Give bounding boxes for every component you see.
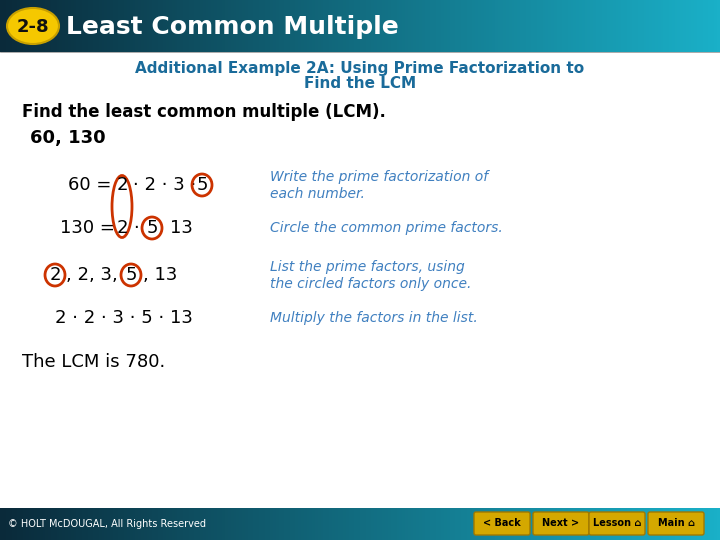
Text: 2: 2 [116, 176, 127, 194]
Text: 5: 5 [125, 266, 137, 284]
Text: Main ⌂: Main ⌂ [657, 518, 695, 529]
Text: · 2 · 3 ·: · 2 · 3 · [133, 176, 197, 194]
Text: Write the prime factorization of: Write the prime factorization of [270, 170, 488, 184]
Text: Multiply the factors in the list.: Multiply the factors in the list. [270, 311, 478, 325]
Text: Circle the common prime factors.: Circle the common prime factors. [270, 221, 503, 235]
Text: 5: 5 [146, 219, 158, 237]
Text: 130 =: 130 = [60, 219, 115, 237]
Text: 2 · 2 · 3 · 5 · 13: 2 · 2 · 3 · 5 · 13 [55, 309, 193, 327]
FancyBboxPatch shape [533, 512, 589, 535]
Text: < Back: < Back [483, 518, 521, 529]
Text: Least Common Multiple: Least Common Multiple [66, 15, 399, 39]
Text: The LCM is 780.: The LCM is 780. [22, 353, 166, 371]
Text: Additional Example 2A: Using Prime Factorization to: Additional Example 2A: Using Prime Facto… [135, 60, 585, 76]
Ellipse shape [7, 8, 59, 44]
Text: 60 =: 60 = [68, 176, 112, 194]
Text: 13: 13 [170, 219, 193, 237]
Text: each number.: each number. [270, 187, 365, 201]
FancyBboxPatch shape [648, 512, 704, 535]
Text: the circled factors only once.: the circled factors only once. [270, 277, 472, 291]
Text: Lesson ⌂: Lesson ⌂ [593, 518, 642, 529]
Text: List the prime factors, using: List the prime factors, using [270, 260, 464, 274]
Text: Find the LCM: Find the LCM [304, 77, 416, 91]
Text: 60, 130: 60, 130 [30, 129, 106, 147]
Text: 2: 2 [116, 219, 127, 237]
Text: ·: · [133, 219, 139, 237]
Text: , 13: , 13 [143, 266, 177, 284]
Text: 2-8: 2-8 [17, 18, 49, 36]
Text: 2: 2 [49, 266, 60, 284]
Text: , 2, 3,: , 2, 3, [66, 266, 118, 284]
Text: Next >: Next > [542, 518, 580, 529]
Text: 5: 5 [197, 176, 208, 194]
FancyBboxPatch shape [474, 512, 530, 535]
Text: Find the least common multiple (LCM).: Find the least common multiple (LCM). [22, 103, 386, 121]
FancyBboxPatch shape [589, 512, 645, 535]
Text: © HOLT McDOUGAL, All Rights Reserved: © HOLT McDOUGAL, All Rights Reserved [8, 519, 206, 529]
